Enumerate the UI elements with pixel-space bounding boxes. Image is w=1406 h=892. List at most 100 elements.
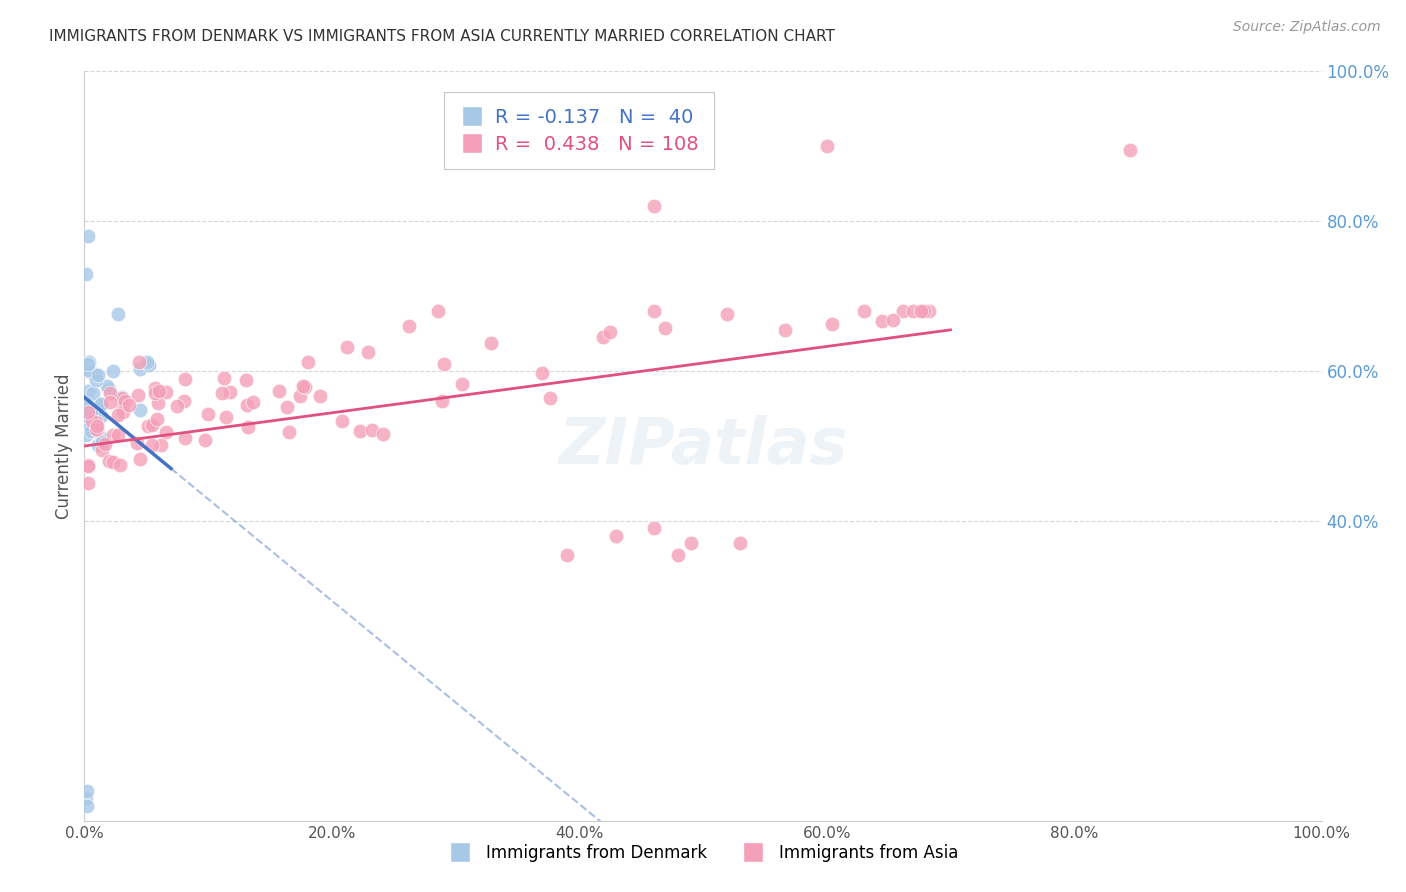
- Point: [451, 377, 474, 392]
- Point: [912, 304, 935, 318]
- Point: [215, 409, 238, 424]
- Point: [125, 435, 148, 450]
- Point: [143, 385, 166, 400]
- Point: [82, 409, 104, 423]
- Point: [426, 304, 449, 318]
- Point: [679, 536, 702, 550]
- Point: [76, 357, 98, 371]
- Point: [94, 437, 117, 451]
- Point: [82, 414, 104, 428]
- Point: [98, 454, 121, 468]
- Text: ZIPatlas: ZIPatlas: [558, 415, 848, 477]
- Legend: Immigrants from Denmark, Immigrants from Asia: Immigrants from Denmark, Immigrants from…: [441, 838, 965, 869]
- Point: [433, 357, 456, 371]
- Point: [118, 398, 141, 412]
- Point: [479, 335, 502, 350]
- Point: [599, 326, 621, 340]
- Point: [236, 398, 259, 412]
- Point: [77, 404, 100, 418]
- Point: [101, 455, 124, 469]
- Point: [128, 402, 150, 417]
- Point: [90, 396, 112, 410]
- Point: [173, 431, 195, 445]
- Point: [77, 354, 100, 368]
- Point: [357, 344, 380, 359]
- Point: [97, 382, 120, 396]
- Point: [643, 521, 665, 535]
- Point: [129, 362, 152, 376]
- Point: [235, 372, 257, 386]
- Text: IMMIGRANTS FROM DENMARK VS IMMIGRANTS FROM ASIA CURRENTLY MARRIED CORRELATION CH: IMMIGRANTS FROM DENMARK VS IMMIGRANTS FR…: [49, 29, 835, 44]
- Point: [555, 548, 578, 562]
- Point: [114, 394, 136, 409]
- Point: [75, 406, 97, 420]
- Point: [84, 415, 107, 429]
- Point: [86, 423, 108, 437]
- Point: [309, 389, 332, 403]
- Point: [166, 399, 188, 413]
- Point: [77, 363, 100, 377]
- Point: [77, 384, 100, 398]
- Point: [146, 396, 169, 410]
- Point: [75, 409, 97, 423]
- Point: [83, 367, 105, 381]
- Point: [111, 391, 134, 405]
- Point: [98, 386, 121, 401]
- Point: [107, 409, 129, 423]
- Point: [87, 368, 110, 382]
- Point: [775, 323, 797, 337]
- Point: [127, 388, 149, 402]
- Point: [96, 378, 118, 392]
- Point: [77, 364, 100, 378]
- Point: [80, 424, 103, 438]
- Point: [111, 391, 134, 405]
- Point: [1119, 143, 1142, 157]
- Point: [101, 428, 124, 442]
- Point: [212, 371, 235, 385]
- Point: [76, 783, 98, 797]
- Point: [173, 394, 195, 409]
- Point: [903, 304, 925, 318]
- Point: [84, 373, 107, 387]
- Point: [918, 304, 941, 318]
- Point: [290, 389, 312, 403]
- Point: [90, 397, 112, 411]
- Point: [108, 458, 131, 472]
- Point: [80, 420, 103, 434]
- Point: [75, 791, 97, 805]
- Point: [90, 409, 112, 424]
- Point: [77, 229, 100, 244]
- Point: [141, 437, 163, 451]
- Point: [398, 318, 420, 333]
- Point: [75, 267, 97, 281]
- Point: [76, 798, 98, 813]
- Point: [236, 420, 259, 434]
- Point: [80, 406, 103, 420]
- Point: [148, 384, 170, 399]
- Point: [143, 381, 166, 395]
- Point: [294, 380, 316, 394]
- Point: [349, 424, 371, 438]
- Point: [128, 452, 150, 467]
- Point: [643, 304, 665, 318]
- Point: [77, 458, 100, 473]
- Point: [870, 314, 893, 328]
- Point: [76, 395, 98, 409]
- Point: [90, 443, 112, 458]
- Point: [193, 434, 215, 448]
- Point: [540, 391, 562, 405]
- Point: [269, 384, 291, 398]
- Point: [155, 425, 177, 439]
- Point: [242, 395, 264, 409]
- Point: [891, 304, 914, 318]
- Point: [292, 378, 315, 392]
- Point: [84, 421, 107, 435]
- Point: [821, 318, 844, 332]
- Point: [98, 395, 121, 409]
- Point: [297, 354, 319, 368]
- Point: [430, 393, 453, 408]
- Point: [361, 423, 384, 437]
- Point: [605, 529, 627, 543]
- Point: [882, 313, 904, 327]
- Point: [654, 321, 676, 335]
